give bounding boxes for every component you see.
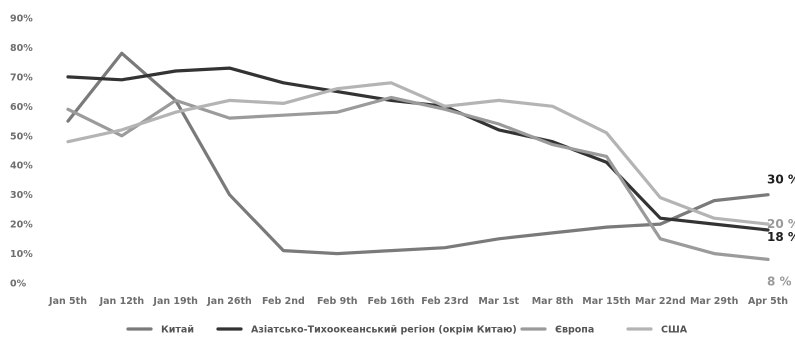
y-tick-label: 30% [10,190,33,201]
y-tick-label: 70% [10,72,33,83]
x-tick-label: Feb 16th [367,296,414,307]
legend-label: Азіатсько-Тихоокеанський регіон (окрім К… [251,325,517,336]
x-tick-label: Mar 15th [582,296,631,307]
x-tick-label: Mar 29th [690,296,739,307]
end-label: 18 % [767,230,795,244]
y-tick-label: 0% [10,279,27,290]
end-label: 8 % [767,274,792,288]
x-tick-label: Jan 19th [152,296,198,307]
x-tick-label: Feb 2nd [262,296,305,307]
y-tick-label: 20% [10,220,33,231]
y-tick-label: 90% [10,14,33,25]
y-tick-label: 80% [10,43,33,54]
x-axis: Jan 5th Jan 12th Jan 19th Jan 26th Feb 2nd Fe… [48,296,788,307]
x-tick-label: Feb 9th [317,296,358,307]
x-tick-label: Feb 23rd [421,296,468,307]
legend-label: Китай [161,325,194,336]
x-tick-label: Apr 5th [748,296,788,307]
y-tick-label: 10% [10,249,33,260]
end-labels: 30 % 20 %18 % 8 % [767,173,795,289]
x-tick-label: Mar 1st [478,296,519,307]
legend-label: США [661,325,688,336]
x-tick-label: Mar 22nd [635,296,686,307]
series-lines [66,51,770,261]
x-tick-label: Mar 8th [532,296,574,307]
x-tick-label: Jan 5th [48,296,87,307]
y-axis: 0% 10% 20% 30% 40% 50% 60% 70% 80% 90% [10,14,33,290]
series-line-4 [66,81,770,226]
series-line-2 [66,66,770,232]
x-tick-label: Jan 12th [99,296,145,307]
y-tick-label: 50% [10,131,33,142]
y-tick-label: 60% [10,102,33,113]
legend-label: Європа [555,325,594,336]
y-tick-label: 40% [10,161,33,172]
series-line-3 [66,95,770,261]
x-tick-label: Jan 26th [206,296,252,307]
series-line-1 [66,51,770,256]
legend: Китай Азіатсько-Тихоокеанський регіон (ок… [126,325,688,336]
end-label: 20 % [767,217,795,231]
end-label: 30 % [767,173,795,187]
